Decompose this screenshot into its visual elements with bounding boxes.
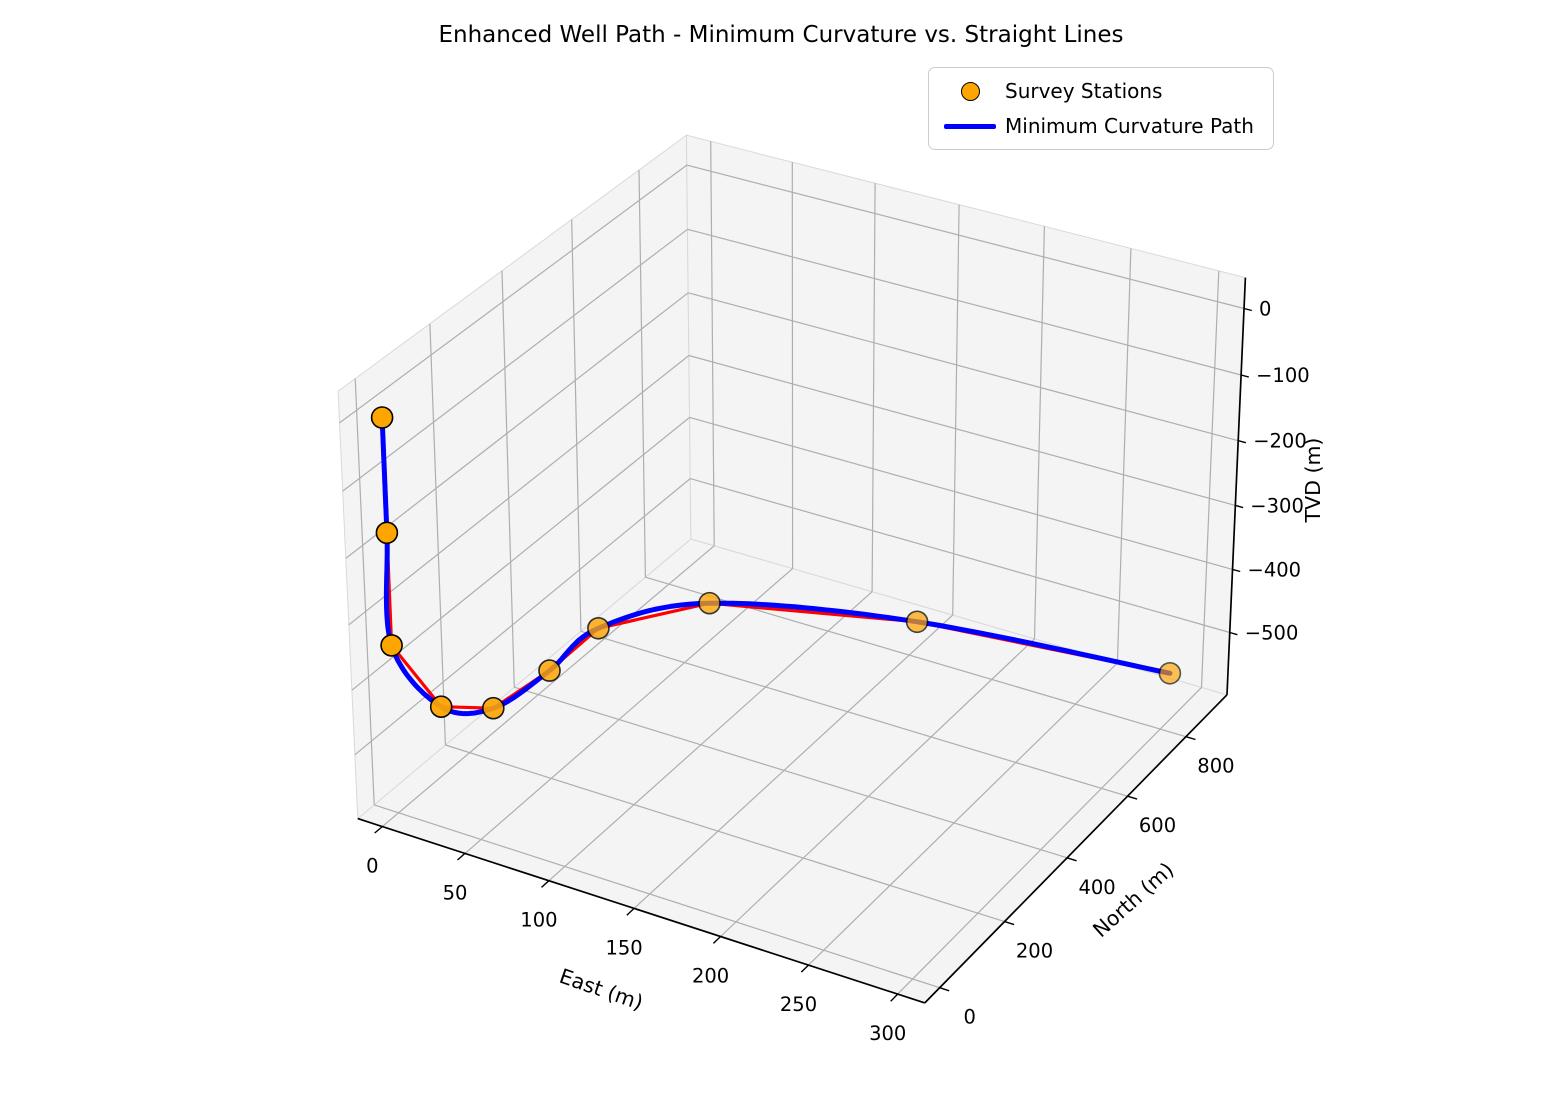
north-tick bbox=[1004, 920, 1015, 926]
grid-line bbox=[464, 568, 793, 854]
grid-line bbox=[638, 170, 646, 578]
grid-line bbox=[351, 416, 690, 691]
north-tick bbox=[939, 987, 950, 992]
north-tick-label: 800 bbox=[1197, 755, 1234, 778]
east-tick bbox=[800, 964, 809, 973]
legend: Survey Stations Minimum Curvature Path bbox=[928, 67, 1274, 150]
east-tick-label: 0 bbox=[366, 855, 378, 878]
grid-line bbox=[633, 614, 954, 909]
tvd-tick-label: −200 bbox=[1253, 430, 1307, 453]
east-tick-label: 150 bbox=[605, 936, 642, 959]
survey-station-marker-9 bbox=[905, 610, 929, 634]
tvd-tick-label: −300 bbox=[1250, 494, 1304, 517]
survey-station-marker-5 bbox=[481, 696, 505, 720]
grid-line bbox=[808, 662, 1118, 966]
grid-line bbox=[354, 478, 691, 756]
grid-line bbox=[342, 228, 688, 492]
legend-item-minimum-curvature-path: Minimum Curvature Path bbox=[941, 113, 1259, 139]
grid-line bbox=[1200, 270, 1220, 688]
east-tick-label: 200 bbox=[692, 965, 729, 988]
tvd-tick bbox=[1229, 631, 1238, 636]
east-tick-label: 250 bbox=[780, 993, 817, 1016]
east-tick bbox=[541, 880, 550, 888]
north-tick bbox=[1185, 736, 1196, 741]
grid-line bbox=[686, 164, 1245, 310]
north-axis-spine bbox=[924, 694, 1228, 1004]
grid-line bbox=[571, 219, 582, 632]
grid-line bbox=[688, 354, 1236, 506]
grid-line bbox=[710, 141, 715, 546]
survey-station-marker-10 bbox=[1158, 661, 1182, 685]
tvd-tick-label: −500 bbox=[1245, 622, 1299, 645]
north-tick-label: 600 bbox=[1139, 814, 1176, 837]
grid-line bbox=[1116, 248, 1132, 664]
tvd-tick bbox=[1232, 568, 1241, 573]
east-tick-label: 100 bbox=[520, 909, 557, 932]
east-tick bbox=[374, 826, 383, 834]
survey-station-marker-icon bbox=[960, 81, 980, 101]
grid-line bbox=[580, 630, 1128, 797]
survey-station-marker-8 bbox=[698, 591, 721, 615]
grid-line bbox=[345, 292, 689, 559]
grid-line bbox=[381, 545, 715, 828]
grid-line bbox=[445, 744, 1005, 923]
survey-station-marker-1 bbox=[370, 406, 394, 429]
grid-line bbox=[501, 270, 515, 688]
tvd-axis-spine bbox=[1226, 277, 1247, 695]
grid-line bbox=[429, 323, 446, 746]
north-tick bbox=[1066, 857, 1077, 862]
grid-line bbox=[690, 478, 1230, 634]
east-tick bbox=[890, 993, 899, 1002]
north-tick-label: 0 bbox=[963, 1006, 975, 1029]
grid-line bbox=[339, 164, 688, 424]
east-axis-spine bbox=[357, 817, 926, 1004]
grid-line bbox=[548, 591, 873, 882]
tvd-tick bbox=[1243, 307, 1252, 312]
tvd-axis-title: TVD (m) bbox=[1301, 438, 1325, 524]
grid-line bbox=[952, 204, 960, 616]
survey-station-marker-2 bbox=[375, 521, 399, 545]
tvd-tick bbox=[1238, 440, 1247, 444]
legend-label-survey-stations: Survey Stations bbox=[1005, 79, 1163, 103]
north-tick-label: 400 bbox=[1078, 876, 1115, 899]
tvd-tick bbox=[1240, 374, 1249, 378]
east-tick bbox=[457, 852, 466, 861]
chart-title: Enhanced Well Path - Minimum Curvature v… bbox=[438, 22, 1124, 48]
grid-line bbox=[348, 355, 690, 626]
grid-line bbox=[374, 804, 940, 989]
north-tick bbox=[1127, 795, 1138, 800]
grid-line bbox=[871, 183, 876, 592]
north-axis-title: North (m) bbox=[1088, 857, 1178, 942]
east-tick-label: 50 bbox=[443, 881, 468, 904]
east-tick bbox=[626, 907, 635, 916]
east-tick-label: 300 bbox=[869, 1022, 906, 1045]
survey-station-marker-6 bbox=[538, 659, 561, 682]
curvature-path-line-icon bbox=[944, 123, 996, 129]
legend-label-minimum-curvature-path: Minimum Curvature Path bbox=[1005, 114, 1254, 138]
tvd-tick bbox=[1235, 504, 1244, 509]
grid-line bbox=[514, 686, 1068, 859]
survey-station-marker-4 bbox=[429, 695, 453, 719]
grid-line bbox=[687, 228, 1242, 376]
east-axis-title: East (m) bbox=[556, 964, 646, 1015]
grid-line bbox=[897, 686, 1202, 995]
survey-station-marker-7 bbox=[587, 616, 610, 640]
grid-line bbox=[688, 292, 1239, 442]
north-tick-label: 200 bbox=[1016, 940, 1053, 963]
minimum-curvature-path bbox=[379, 415, 1173, 717]
tvd-tick-label: −400 bbox=[1248, 558, 1302, 581]
legend-item-survey-stations: Survey Stations bbox=[941, 78, 1259, 104]
grid-line bbox=[720, 638, 1035, 937]
grid-line bbox=[1033, 226, 1045, 639]
east-tick bbox=[712, 935, 722, 944]
survey-station-marker-3 bbox=[380, 634, 403, 657]
grid-line bbox=[354, 378, 375, 805]
grid-line bbox=[689, 416, 1233, 570]
tvd-tick-label: 0 bbox=[1259, 298, 1271, 321]
tvd-tick-label: −100 bbox=[1256, 364, 1310, 387]
